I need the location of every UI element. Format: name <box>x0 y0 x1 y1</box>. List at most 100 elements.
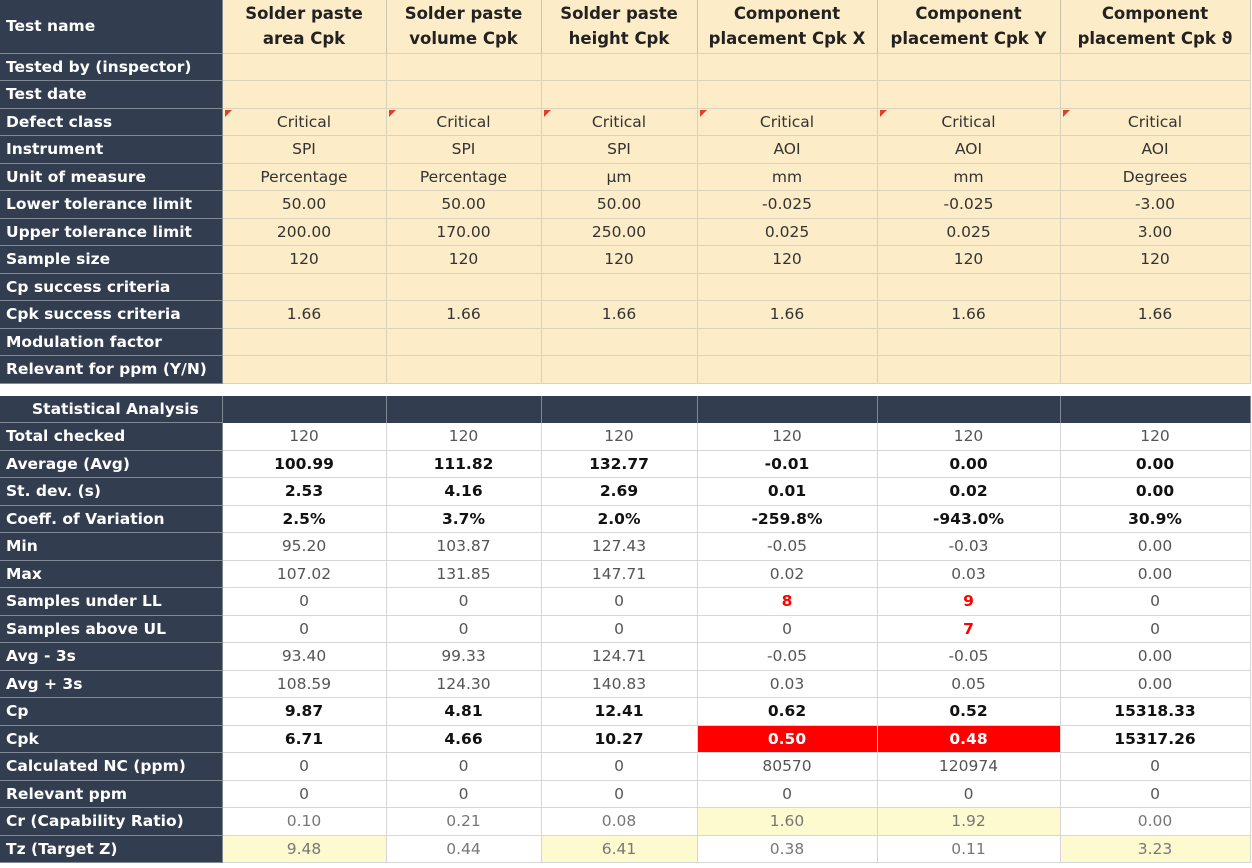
row-label[interactable]: Instrument <box>0 135 223 164</box>
stat-cell[interactable]: 95.20 <box>222 532 387 561</box>
info-cell[interactable] <box>1060 53 1251 81</box>
row-label[interactable]: Defect class <box>0 108 223 136</box>
info-cell[interactable]: Critical <box>697 108 878 136</box>
stat-cell[interactable]: 0 <box>386 587 542 616</box>
info-cell[interactable]: 1.66 <box>222 300 387 329</box>
row-label[interactable]: St. dev. (s) <box>0 477 223 506</box>
stat-cell[interactable]: 0.00 <box>1060 477 1251 506</box>
column-header-placement-theta[interactable]: Component placement Cpk ϑ <box>1060 0 1251 54</box>
stat-cell[interactable]: 0.00 <box>1060 807 1251 836</box>
info-cell[interactable]: AOI <box>877 135 1061 164</box>
stat-cell[interactable]: 0 <box>541 752 698 781</box>
info-cell[interactable] <box>386 328 542 356</box>
info-cell[interactable]: Critical <box>1060 108 1251 136</box>
section-header-cell[interactable] <box>1060 395 1251 423</box>
info-cell[interactable] <box>222 328 387 356</box>
info-cell[interactable] <box>697 328 878 356</box>
info-cell[interactable] <box>222 355 387 384</box>
row-label[interactable]: Unit of measure <box>0 163 223 191</box>
section-header-cell[interactable] <box>222 395 387 423</box>
row-label[interactable]: Sample size <box>0 245 223 274</box>
stat-cell[interactable]: 0.05 <box>877 670 1061 698</box>
stat-cell[interactable]: 0.02 <box>697 560 878 588</box>
stat-cell[interactable]: 107.02 <box>222 560 387 588</box>
info-cell[interactable]: 120 <box>222 245 387 274</box>
info-cell[interactable]: 1.66 <box>697 300 878 329</box>
stat-cell[interactable]: 111.82 <box>386 450 542 478</box>
info-cell[interactable]: 120 <box>541 245 698 274</box>
row-label[interactable]: Cpk success criteria <box>0 300 223 329</box>
stat-cell[interactable]: 0.52 <box>877 697 1061 726</box>
info-cell[interactable] <box>541 80 698 109</box>
info-cell[interactable]: -0.025 <box>697 190 878 219</box>
stat-cell[interactable]: 0 <box>386 780 542 808</box>
info-cell[interactable]: SPI <box>222 135 387 164</box>
row-label[interactable]: Cp <box>0 697 223 726</box>
stat-cell[interactable]: 15318.33 <box>1060 697 1251 726</box>
section-header-cell[interactable] <box>877 395 1061 423</box>
info-cell[interactable]: 120 <box>1060 245 1251 274</box>
stat-cell[interactable]: -0.05 <box>877 642 1061 671</box>
stat-cell[interactable]: 0 <box>222 780 387 808</box>
stat-cell[interactable]: 0.00 <box>877 450 1061 478</box>
info-cell[interactable] <box>877 328 1061 356</box>
row-label[interactable]: Tz (Target Z) <box>0 835 223 863</box>
stat-cell[interactable]: 100.99 <box>222 450 387 478</box>
column-header-solder-paste-volume[interactable]: Solder paste volume Cpk <box>386 0 542 54</box>
info-cell[interactable] <box>1060 355 1251 384</box>
info-cell[interactable] <box>222 273 387 301</box>
info-cell[interactable]: 120 <box>697 245 878 274</box>
stat-cell[interactable]: 6.41 <box>541 835 698 863</box>
info-cell[interactable]: Degrees <box>1060 163 1251 191</box>
info-cell[interactable] <box>541 53 698 81</box>
info-cell[interactable] <box>877 80 1061 109</box>
section-header-cell[interactable] <box>541 395 698 423</box>
info-cell[interactable]: Critical <box>222 108 387 136</box>
stat-cell[interactable]: 0 <box>222 752 387 781</box>
stat-cell[interactable]: 0 <box>697 615 878 643</box>
stat-cell[interactable]: -0.05 <box>697 642 878 671</box>
stat-cell[interactable]: 0.03 <box>877 560 1061 588</box>
info-cell[interactable] <box>386 355 542 384</box>
row-label[interactable]: Max <box>0 560 223 588</box>
stat-cell[interactable]: 0.08 <box>541 807 698 836</box>
stat-cell[interactable]: 0 <box>1060 615 1251 643</box>
stat-cell[interactable]: 12.41 <box>541 697 698 726</box>
info-cell[interactable]: 0.025 <box>877 218 1061 246</box>
info-cell[interactable] <box>222 53 387 81</box>
row-label[interactable]: Cpk <box>0 725 223 753</box>
row-label[interactable]: Samples under LL <box>0 587 223 616</box>
stat-cell[interactable]: 30.9% <box>1060 505 1251 533</box>
stat-cell[interactable]: -0.03 <box>877 532 1061 561</box>
info-cell[interactable] <box>697 355 878 384</box>
info-cell[interactable] <box>1060 273 1251 301</box>
section-title[interactable]: Statistical Analysis <box>0 395 223 423</box>
column-header-solder-paste-area[interactable]: Solder paste area Cpk <box>222 0 387 54</box>
stat-cell[interactable]: 1.60 <box>697 807 878 836</box>
stat-cell[interactable]: 0 <box>541 780 698 808</box>
stat-cell[interactable]: 0 <box>1060 587 1251 616</box>
stat-cell[interactable]: 0.11 <box>877 835 1061 863</box>
stat-cell[interactable]: 1.92 <box>877 807 1061 836</box>
stat-cell[interactable]: 120974 <box>877 752 1061 781</box>
stat-cell[interactable]: 0.21 <box>386 807 542 836</box>
info-cell[interactable]: 50.00 <box>386 190 542 219</box>
info-cell[interactable]: 1.66 <box>877 300 1061 329</box>
row-label[interactable]: Relevant for ppm (Y/N) <box>0 355 223 384</box>
stat-cell[interactable]: 147.71 <box>541 560 698 588</box>
stat-cell[interactable]: 120 <box>541 422 698 451</box>
section-header-cell[interactable] <box>697 395 878 423</box>
row-label[interactable]: Avg - 3s <box>0 642 223 671</box>
info-cell[interactable]: Critical <box>877 108 1061 136</box>
info-cell[interactable]: SPI <box>541 135 698 164</box>
stat-cell[interactable]: 10.27 <box>541 725 698 753</box>
stat-cell[interactable]: 127.43 <box>541 532 698 561</box>
stat-cell[interactable]: 15317.26 <box>1060 725 1251 753</box>
stat-cell[interactable]: 0.00 <box>1060 560 1251 588</box>
stat-cell[interactable]: 8 <box>697 587 878 616</box>
info-cell[interactable] <box>1060 328 1251 356</box>
stat-cell[interactable]: 93.40 <box>222 642 387 671</box>
row-label[interactable]: Avg + 3s <box>0 670 223 698</box>
stat-cell[interactable]: 0.48 <box>877 725 1061 753</box>
stat-cell[interactable]: 0.10 <box>222 807 387 836</box>
